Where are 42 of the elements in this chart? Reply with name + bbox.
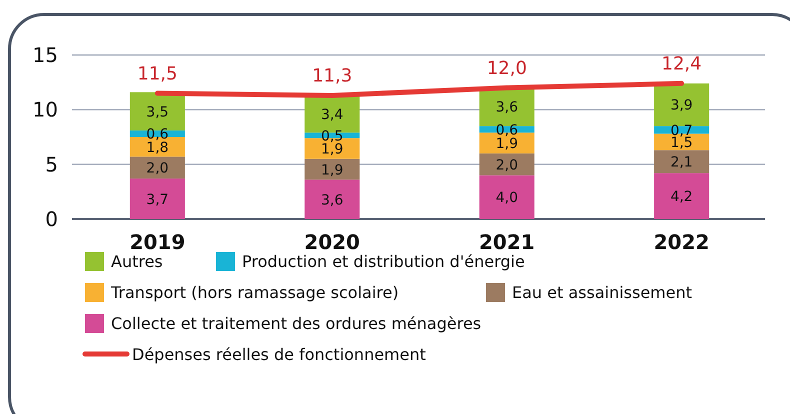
data-label: 4,0 bbox=[496, 190, 518, 206]
y-tick-label: 10 bbox=[32, 98, 58, 122]
data-label: 2,1 bbox=[670, 154, 693, 171]
y-tick-label: 15 bbox=[32, 43, 58, 67]
legend-label: Autres bbox=[111, 252, 163, 271]
bar bbox=[654, 173, 710, 219]
legend-label: Transport (hors ramassage scolaire) bbox=[110, 283, 399, 302]
legend-label: Dépenses réelles de fonctionnement bbox=[132, 345, 426, 364]
data-label: 1,9 bbox=[321, 141, 344, 158]
data-label: 12,4 bbox=[662, 53, 702, 74]
x-tick-label: 2022 bbox=[654, 230, 710, 254]
data-label: 1,9 bbox=[496, 136, 518, 152]
data-label: 4,2 bbox=[670, 189, 693, 206]
y-tick-label: 5 bbox=[45, 152, 58, 176]
data-label: 3,9 bbox=[670, 98, 693, 114]
data-label: 3,6 bbox=[321, 192, 344, 208]
y-tick-label: 0 bbox=[45, 207, 58, 231]
legend-label: Collecte et traitement des ordures ménagères bbox=[111, 314, 482, 333]
bar bbox=[479, 175, 534, 219]
data-label: 3,5 bbox=[146, 104, 169, 120]
data-label: 3,7 bbox=[146, 192, 169, 208]
data-label: 12,0 bbox=[486, 58, 527, 79]
bar bbox=[130, 178, 185, 219]
data-label: 2,0 bbox=[146, 160, 169, 177]
data-label: 11,5 bbox=[137, 63, 178, 84]
data-label: 3,6 bbox=[496, 99, 518, 116]
x-tick-label: 2019 bbox=[130, 230, 186, 254]
data-label: 2,0 bbox=[496, 157, 518, 174]
bar bbox=[654, 83, 710, 126]
data-label: 3,4 bbox=[321, 107, 344, 124]
bar bbox=[479, 153, 534, 176]
bar bbox=[304, 158, 360, 180]
bar bbox=[304, 180, 360, 219]
bar bbox=[654, 150, 710, 174]
x-tick-label: 2021 bbox=[479, 230, 535, 254]
legend-label: Eau et assainissement bbox=[512, 283, 692, 302]
data-label: 11,3 bbox=[312, 65, 352, 86]
x-tick-label: 2020 bbox=[304, 230, 360, 254]
legend-label: Production et distribution d'énergie bbox=[242, 252, 525, 271]
data-label: 1,8 bbox=[146, 140, 169, 156]
data-label: 1,9 bbox=[321, 162, 344, 178]
bar bbox=[130, 156, 185, 179]
